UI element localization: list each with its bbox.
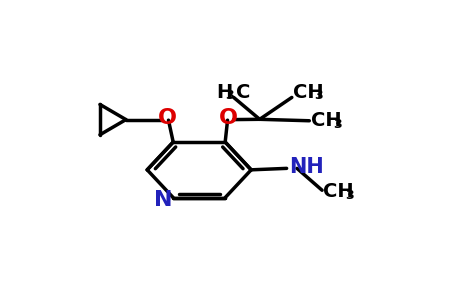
Text: NH: NH <box>289 157 324 177</box>
Text: N: N <box>154 190 172 210</box>
Text: 3: 3 <box>333 118 342 131</box>
Text: 3: 3 <box>225 89 234 102</box>
Text: CH: CH <box>311 111 341 130</box>
Text: O: O <box>158 108 177 128</box>
Text: 3: 3 <box>345 189 354 202</box>
Text: CH: CH <box>293 83 323 102</box>
Text: C: C <box>236 83 250 102</box>
Text: CH: CH <box>323 182 354 201</box>
Text: 3: 3 <box>315 89 323 103</box>
Text: H: H <box>217 83 233 102</box>
Text: O: O <box>219 108 238 128</box>
